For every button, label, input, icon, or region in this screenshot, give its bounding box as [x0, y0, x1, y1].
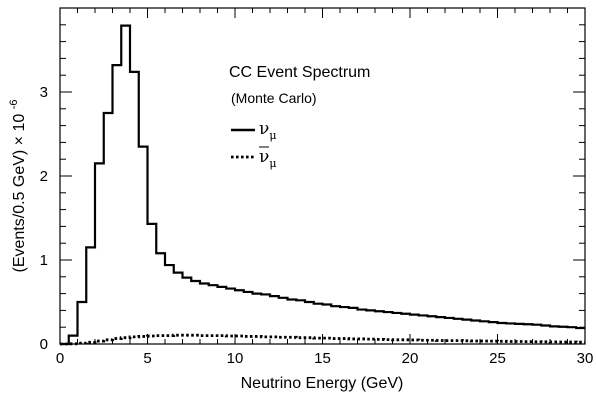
legend-label-numubar: νμ — [259, 147, 277, 170]
legend: CC Event Spectrum (Monte Carlo) νμ νμ — [229, 64, 370, 170]
x-tick-label: 30 — [577, 350, 594, 367]
y-tick-label: 1 — [40, 252, 48, 269]
y-axis-title-exponent: -6 — [8, 100, 20, 110]
y-axis-title-group: (Events/0.5 GeV) × 10 -6 — [8, 100, 28, 273]
legend-label-numu-symbol: ν — [259, 119, 269, 139]
plot-frame — [59, 7, 586, 345]
y-axis-title: (Events/0.5 GeV) × 10 -6 — [8, 100, 28, 273]
y-axis-title-main: (Events/0.5 GeV) × 10 — [11, 114, 28, 273]
series-numu-histogram — [60, 24, 585, 346]
x-tick-label: 20 — [402, 350, 419, 367]
x-tick-label: 10 — [227, 350, 244, 367]
y-tick-label: 3 — [40, 84, 48, 101]
x-tick-label: 0 — [56, 350, 64, 367]
legend-label-numubar-subscript: μ — [269, 157, 276, 170]
legend-label-numu: νμ — [259, 119, 277, 142]
ticks-group: 0 5 10 15 20 25 30 0 1 2 3 — [40, 8, 594, 367]
series-group — [60, 24, 585, 346]
legend-subtitle: (Monte Carlo) — [231, 90, 317, 106]
series-numubar-histogram — [60, 333, 585, 346]
legend-label-numubar-symbol: ν — [259, 147, 269, 167]
legend-title: CC Event Spectrum — [229, 64, 370, 81]
x-tick-label: 5 — [143, 350, 151, 367]
y-tick-label: 0 — [40, 336, 48, 353]
x-axis-title: Neutrino Energy (GeV) — [241, 375, 404, 392]
x-tick-label: 15 — [314, 350, 331, 367]
legend-label-numu-subscript: μ — [269, 129, 276, 142]
x-tick-label: 25 — [489, 350, 506, 367]
y-tick-label: 2 — [40, 168, 48, 185]
plot-frame-group — [59, 7, 586, 345]
